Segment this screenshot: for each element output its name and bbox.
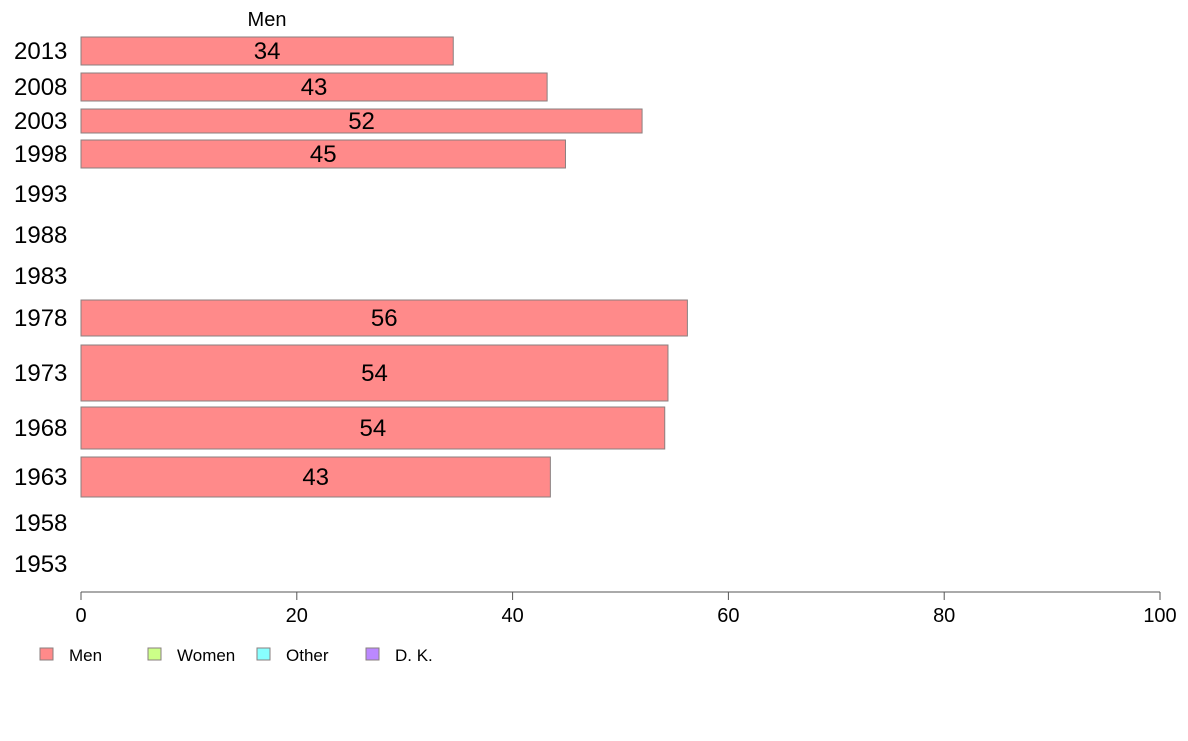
legend-label: Other	[286, 646, 329, 665]
x-tick-label: 20	[286, 605, 308, 627]
bar-value-label: 34	[254, 38, 281, 65]
legend-label: D. K.	[395, 646, 433, 665]
y-axis-labels: 2013 2008 2003 1998 1993 1988 1983 1978 1973 1968…	[14, 38, 67, 578]
bar-men	[80, 406, 666, 450]
x-tick-label: 40	[501, 605, 523, 627]
bar-value-label: 56	[371, 305, 398, 332]
y-tick-label: 1968	[14, 415, 67, 442]
legend-swatch	[147, 647, 162, 661]
bar-men	[80, 344, 669, 402]
x-tick-label: 100	[1143, 605, 1176, 627]
y-tick-label: 1963	[14, 464, 67, 491]
y-tick-label: 2003	[14, 108, 67, 135]
y-tick-label: 1993	[14, 181, 67, 208]
series-header: Men	[248, 9, 287, 31]
bar-value-label: 54	[360, 415, 387, 442]
x-tick-label: 0	[75, 605, 86, 627]
legend-item: Men	[39, 646, 102, 665]
bar-value-label: 52	[348, 108, 375, 135]
y-tick-label: 1988	[14, 222, 67, 249]
y-tick-label: 1973	[14, 360, 67, 387]
legend-label: Men	[69, 646, 102, 665]
bar-men	[80, 108, 643, 134]
bar-value-label: 45	[310, 141, 337, 168]
legend-item: D. K.	[365, 646, 433, 665]
y-tick-label: 1983	[14, 263, 67, 290]
y-tick-label: 2013	[14, 38, 67, 65]
bar-men	[80, 72, 548, 102]
legend-swatch	[365, 647, 380, 661]
legend-label: Women	[177, 646, 235, 665]
bar-men	[80, 456, 551, 498]
bar-men	[80, 299, 688, 337]
y-tick-label: 1978	[14, 305, 67, 332]
x-tick-label: 80	[933, 605, 955, 627]
bar-men	[80, 139, 566, 169]
legend-item: Other	[256, 646, 329, 665]
bar-value-label: 54	[361, 360, 388, 387]
bar-value-label: 43	[302, 464, 329, 491]
legend: Men Women Other D. K.	[39, 646, 433, 665]
x-axis: 0 20 40 60 80 100	[75, 591, 1177, 627]
legend-item: Women	[147, 646, 235, 665]
y-tick-label: 2008	[14, 74, 67, 101]
x-tick-label: 60	[717, 605, 739, 627]
y-tick-label: 1958	[14, 510, 67, 537]
y-tick-label: 1998	[14, 141, 67, 168]
bars-layer: 34 43 52 45 56 54 54 43	[80, 36, 688, 498]
y-tick-label: 1953	[14, 551, 67, 578]
bar-value-label: 43	[301, 74, 328, 101]
legend-swatch	[39, 647, 54, 661]
bar-men	[80, 36, 454, 66]
legend-swatch	[256, 647, 271, 661]
